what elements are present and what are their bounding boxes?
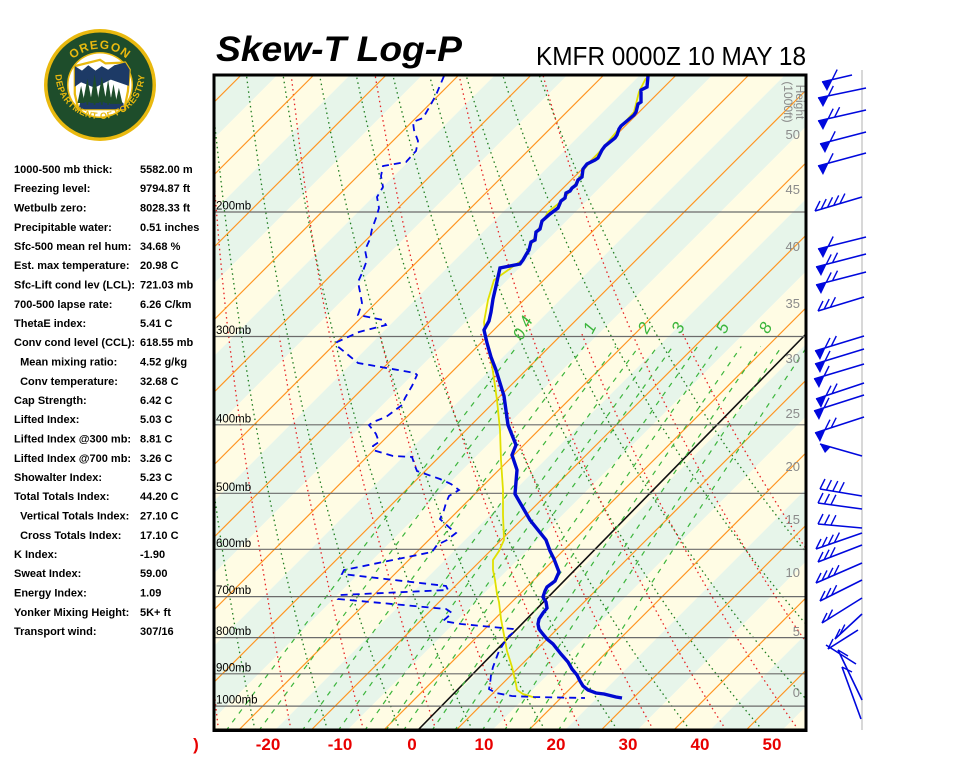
svg-text:ThetaE index:: ThetaE index: <box>14 318 86 330</box>
svg-text:8.81 C: 8.81 C <box>140 434 172 446</box>
svg-text:Lifted Index:: Lifted Index: <box>14 414 79 426</box>
svg-text:45: 45 <box>786 182 800 197</box>
svg-text:27.10 C: 27.10 C <box>140 511 179 523</box>
svg-text:618.55 mb: 618.55 mb <box>140 337 193 349</box>
svg-text:35: 35 <box>786 296 800 311</box>
svg-text:34.68 %: 34.68 % <box>140 241 181 253</box>
svg-text:15: 15 <box>786 512 800 527</box>
svg-text:40: 40 <box>786 239 800 254</box>
svg-text:200mb: 200mb <box>216 201 251 213</box>
svg-text:0.51 inches: 0.51 inches <box>140 222 199 234</box>
svg-text:5K+ ft: 5K+ ft <box>140 607 171 619</box>
svg-text:25: 25 <box>786 406 800 421</box>
svg-text:Freezing level:: Freezing level: <box>14 183 90 195</box>
svg-text:5: 5 <box>793 624 800 639</box>
svg-text:40: 40 <box>691 735 710 754</box>
svg-text:800mb: 800mb <box>216 626 251 638</box>
svg-text:Height: Height <box>793 85 807 120</box>
svg-text:): ) <box>193 735 199 754</box>
svg-text:1.09: 1.09 <box>140 588 161 600</box>
svg-text:59.00: 59.00 <box>140 568 168 580</box>
svg-text:Lifted Index @700 mb:: Lifted Index @700 mb: <box>14 453 131 465</box>
svg-text:900mb: 900mb <box>216 662 251 674</box>
svg-text:Cap Strength:: Cap Strength: <box>14 395 87 407</box>
svg-text:3.26 C: 3.26 C <box>140 453 172 465</box>
svg-text:Est. max temperature:: Est. max temperature: <box>14 260 130 272</box>
svg-text:5.03 C: 5.03 C <box>140 414 172 426</box>
svg-text:30: 30 <box>786 351 800 366</box>
svg-text:-10: -10 <box>328 735 353 754</box>
svg-text:400mb: 400mb <box>216 413 251 425</box>
svg-text:Vertical Totals Index:: Vertical Totals Index: <box>14 511 129 523</box>
svg-text:Lifted Index @300 mb:: Lifted Index @300 mb: <box>14 434 131 446</box>
svg-text:Transport wind:: Transport wind: <box>14 626 97 638</box>
svg-text:721.03 mb: 721.03 mb <box>140 280 193 292</box>
svg-text:8028.33 ft: 8028.33 ft <box>140 203 190 215</box>
svg-text:0: 0 <box>407 735 416 754</box>
svg-text:Precipitable water:: Precipitable water: <box>14 222 112 234</box>
svg-text:K Index:: K Index: <box>14 549 57 561</box>
svg-text:Skew-T Log-P: Skew-T Log-P <box>216 30 463 69</box>
svg-text:Sweat Index:: Sweat Index: <box>14 568 81 580</box>
svg-text:Conv temperature:: Conv temperature: <box>14 376 118 388</box>
svg-text:Sfc-500 mean rel hum:: Sfc-500 mean rel hum: <box>14 241 131 253</box>
svg-text:10: 10 <box>475 735 494 754</box>
svg-text:700-500 lapse rate:: 700-500 lapse rate: <box>14 299 112 311</box>
svg-text:10: 10 <box>786 565 800 580</box>
svg-text:5582.00 m: 5582.00 m <box>140 164 193 176</box>
svg-text:KMFR 0000Z 10 MAY 18: KMFR 0000Z 10 MAY 18 <box>536 41 806 71</box>
svg-text:0: 0 <box>793 685 800 700</box>
svg-text:5.41 C: 5.41 C <box>140 318 172 330</box>
svg-text:700mb: 700mb <box>216 585 251 597</box>
svg-text:50: 50 <box>786 127 800 142</box>
svg-text:6.42 C: 6.42 C <box>140 395 172 407</box>
svg-text:600mb: 600mb <box>216 538 251 550</box>
svg-text:1000mb: 1000mb <box>216 695 258 707</box>
svg-text:17.10 C: 17.10 C <box>140 530 179 542</box>
svg-text:500mb: 500mb <box>216 482 251 494</box>
svg-text:-1.90: -1.90 <box>140 549 165 561</box>
svg-text:-20: -20 <box>256 735 281 754</box>
svg-text:Cross Totals Index:: Cross Totals Index: <box>14 530 121 542</box>
svg-text:Showalter Index:: Showalter Index: <box>14 472 102 484</box>
svg-text:9794.87 ft: 9794.87 ft <box>140 183 190 195</box>
svg-text:(1000ft): (1000ft) <box>781 81 795 122</box>
svg-text:307/16: 307/16 <box>140 626 174 638</box>
svg-text:44.20 C: 44.20 C <box>140 491 179 503</box>
svg-text:20.98 C: 20.98 C <box>140 260 179 272</box>
svg-text:5.23 C: 5.23 C <box>140 472 172 484</box>
svg-text:Yonker Mixing Height:: Yonker Mixing Height: <box>14 607 129 619</box>
svg-text:6.26 C/km: 6.26 C/km <box>140 299 192 311</box>
svg-text:Energy Index:: Energy Index: <box>14 588 87 600</box>
svg-text:20: 20 <box>786 459 800 474</box>
svg-text:Mean mixing ratio:: Mean mixing ratio: <box>14 357 117 369</box>
svg-text:Total Totals Index:: Total Totals Index: <box>14 491 110 503</box>
svg-text:50: 50 <box>763 735 782 754</box>
svg-text:32.68 C: 32.68 C <box>140 376 179 388</box>
svg-text:30: 30 <box>619 735 638 754</box>
svg-text:4.52 g/kg: 4.52 g/kg <box>140 357 187 369</box>
svg-text:Conv cond level (CCL):: Conv cond level (CCL): <box>14 337 135 349</box>
svg-text:Wetbulb zero:: Wetbulb zero: <box>14 203 87 215</box>
svg-text:Sfc-Lift cond lev (LCL):: Sfc-Lift cond lev (LCL): <box>14 280 135 292</box>
svg-text:1000-500 mb thick:: 1000-500 mb thick: <box>14 164 112 176</box>
svg-text:20: 20 <box>547 735 566 754</box>
svg-text:300mb: 300mb <box>216 325 251 337</box>
